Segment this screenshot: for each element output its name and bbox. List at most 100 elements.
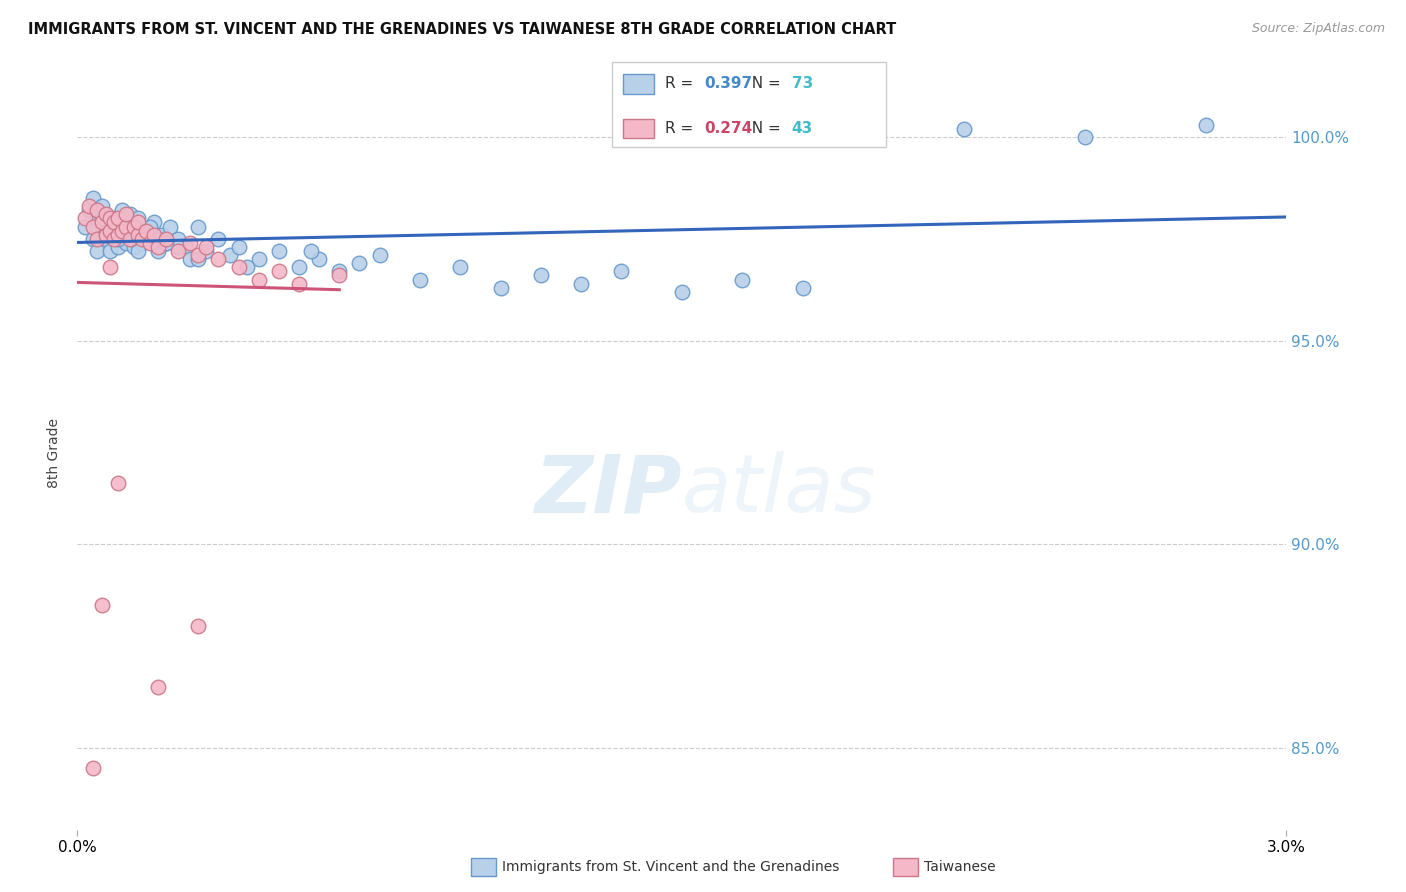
Point (155, 232, 177, 246)
Point (167, 232, 190, 246)
Point (207, 252, 229, 267)
Point (159, 219, 181, 234)
Point (146, 680, 169, 694)
Point (530, 268, 553, 283)
Point (127, 215, 149, 229)
Point (368, 248, 391, 262)
Text: Taiwanese: Taiwanese (924, 860, 995, 874)
Point (94, 207, 117, 221)
Point (122, 219, 145, 234)
Point (167, 240, 190, 254)
Point (107, 227, 129, 242)
Point (187, 619, 209, 633)
Point (155, 235, 177, 250)
Point (122, 240, 145, 254)
Point (142, 215, 165, 229)
Point (79, 203, 101, 218)
Point (107, 219, 129, 234)
Point (610, 264, 633, 278)
Point (107, 476, 129, 491)
Point (267, 264, 290, 278)
Point (82, 219, 104, 234)
Point (127, 211, 149, 226)
Point (139, 227, 162, 242)
Point (86, 244, 108, 258)
Point (90, 599, 112, 613)
Text: IMMIGRANTS FROM ST. VINCENT AND THE GRENADINES VS TAIWANESE 8TH GRADE CORRELATIO: IMMIGRANTS FROM ST. VINCENT AND THE GREN… (28, 22, 897, 37)
Text: N =: N = (742, 77, 786, 91)
Text: Source: ZipAtlas.com: Source: ZipAtlas.com (1251, 22, 1385, 36)
Point (792, 281, 814, 295)
Point (82, 191, 104, 205)
Point (139, 219, 162, 234)
Point (146, 240, 169, 254)
Point (114, 227, 136, 242)
Point (131, 232, 153, 246)
Point (308, 252, 330, 267)
Point (98, 215, 121, 229)
Point (82, 232, 104, 246)
Point (409, 272, 432, 286)
Point (155, 235, 177, 250)
Point (489, 281, 512, 295)
Point (228, 260, 250, 275)
Text: 73: 73 (792, 77, 813, 91)
Point (235, 260, 257, 275)
Point (94, 227, 117, 242)
Point (103, 232, 125, 246)
Point (139, 235, 162, 250)
Point (247, 252, 270, 267)
Point (288, 260, 311, 275)
Point (449, 260, 471, 275)
Point (1074, 130, 1097, 145)
Point (75, 211, 97, 226)
Point (228, 240, 250, 254)
Y-axis label: 8th Grade: 8th Grade (48, 417, 62, 488)
Point (98, 224, 121, 238)
Point (107, 232, 129, 246)
Text: 0.397: 0.397 (704, 77, 752, 91)
Point (267, 244, 290, 258)
Point (114, 235, 136, 250)
Point (142, 227, 165, 242)
Text: Immigrants from St. Vincent and the Grenadines: Immigrants from St. Vincent and the Gren… (502, 860, 839, 874)
Point (569, 277, 592, 291)
Point (114, 215, 136, 229)
Point (98, 219, 121, 234)
Point (131, 235, 153, 250)
Point (90, 215, 112, 229)
Point (179, 252, 201, 267)
Point (114, 219, 136, 234)
Point (187, 252, 209, 267)
Point (111, 203, 134, 218)
Point (195, 240, 218, 254)
Point (86, 203, 108, 218)
Point (127, 244, 149, 258)
Point (187, 219, 209, 234)
Point (146, 244, 169, 258)
Point (107, 211, 129, 226)
Point (111, 232, 134, 246)
Point (328, 268, 350, 283)
Point (174, 240, 197, 254)
Point (135, 224, 157, 238)
Point (107, 240, 129, 254)
Point (118, 232, 141, 246)
Text: atlas: atlas (682, 451, 877, 529)
Point (118, 227, 141, 242)
Text: 43: 43 (792, 121, 813, 136)
Point (98, 260, 121, 275)
Text: R =: R = (665, 121, 699, 136)
Point (349, 256, 371, 270)
Text: N =: N = (742, 121, 786, 136)
Point (98, 244, 121, 258)
Point (94, 232, 117, 246)
Point (90, 199, 112, 213)
Point (135, 224, 157, 238)
Point (146, 232, 169, 246)
Point (1195, 118, 1218, 132)
Point (150, 227, 173, 242)
Point (111, 224, 134, 238)
Point (103, 232, 125, 246)
Point (82, 761, 104, 775)
